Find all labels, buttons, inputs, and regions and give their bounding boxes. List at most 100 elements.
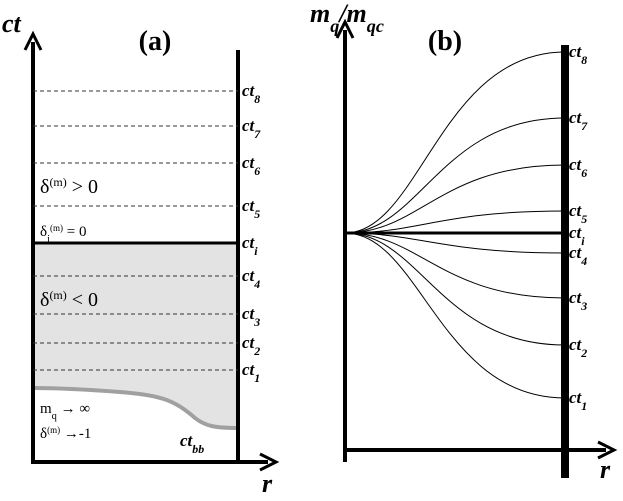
level-label-part: ct (242, 81, 256, 100)
level-label: ct7 (569, 108, 588, 133)
region-label-part: (m) (49, 175, 66, 189)
level-label-part: ct (569, 201, 583, 220)
level-label-part: ct (569, 243, 583, 262)
y-axis-label: mq/mqc (310, 0, 384, 36)
level-label-part: i (254, 244, 258, 258)
level-label-part: 6 (581, 166, 587, 180)
boundary-label-part: (m) (50, 223, 63, 233)
level-label: ct8 (242, 81, 260, 106)
arrowhead (597, 440, 618, 460)
y-axis-label-part: ct (2, 9, 22, 38)
level-label: ct5 (242, 196, 260, 221)
level-label: cti (242, 233, 258, 258)
level-label-part: ct (569, 108, 583, 127)
level-label-part: 1 (581, 399, 587, 413)
level-label-part: 6 (254, 164, 260, 178)
level-label: ct2 (569, 335, 587, 360)
mass-curve (344, 51, 566, 234)
level-label-part: 8 (254, 92, 260, 106)
x-axis-label-part: r (600, 455, 611, 484)
shaded-region (33, 243, 238, 428)
level-label-part: ct (569, 288, 583, 307)
level-label: ct2 (242, 333, 260, 358)
limit-label-part: → ∞ (57, 401, 90, 417)
region-label-part: > 0 (67, 176, 98, 198)
limit-label: mq → ∞ (40, 401, 90, 422)
level-label: ct8 (569, 42, 587, 67)
region-label: δ(m) > 0 (40, 175, 98, 198)
boundary-label-part: = 0 (63, 224, 86, 240)
level-label-part: 4 (580, 254, 587, 268)
level-label-part: 8 (581, 53, 587, 67)
level-label: ct7 (242, 116, 261, 141)
level-label-part: ct (569, 335, 583, 354)
bang-label-part: ct (180, 431, 194, 450)
level-label: ct6 (242, 153, 260, 178)
level-label: ct4 (569, 243, 587, 268)
level-label: ct3 (242, 304, 260, 329)
level-label: cti (569, 223, 585, 248)
level-label-part: 1 (254, 371, 260, 385)
panel-label: (a) (139, 26, 172, 57)
level-label-part: ct (242, 153, 256, 172)
mass-curve (344, 164, 566, 234)
limit-label-part: m (40, 401, 52, 417)
level-label-part: 7 (581, 119, 588, 133)
mass-curve (344, 117, 566, 234)
arrowhead (23, 30, 43, 51)
level-label-part: 5 (254, 207, 260, 221)
level-label-part: ct (242, 233, 256, 252)
level-label-part: 7 (254, 127, 261, 141)
limit-label-part: q (52, 411, 58, 422)
y-axis-label-part: q (330, 16, 339, 36)
level-label-part: 4 (253, 277, 260, 291)
level-label-part: ct (242, 196, 256, 215)
level-label: ct3 (569, 288, 587, 313)
level-label-part: ct (242, 266, 256, 285)
level-label-part: ct (242, 360, 256, 379)
mass-curve (344, 232, 566, 399)
level-label-part: i (581, 234, 585, 248)
level-label-part: ct (242, 116, 256, 135)
y-axis-label-part: /m (337, 0, 366, 28)
region-label-part: δ (40, 176, 49, 198)
level-label-part: 5 (581, 212, 587, 226)
y-axis-label-part: m (310, 0, 330, 28)
boundary-label: δi(m) = 0 (40, 223, 86, 245)
bang-label-part: bb (192, 442, 204, 456)
level-label-part: ct (569, 223, 583, 242)
mass-curve (344, 232, 566, 254)
boundary-label-part: δ (40, 224, 47, 240)
boundary-label-part: i (47, 234, 50, 245)
level-label: ct4 (242, 266, 260, 291)
level-label-part: 3 (253, 315, 260, 329)
level-label: ct1 (242, 360, 260, 385)
level-label-part: 2 (580, 346, 587, 360)
level-label: ct1 (569, 388, 587, 413)
level-label: ct5 (569, 201, 587, 226)
mass-curve (344, 210, 566, 234)
region-label-part: δ (40, 289, 49, 311)
x-axis-label-part: r (262, 469, 273, 498)
limit-label-part: →-1 (60, 426, 91, 442)
limit-label-part: δ (40, 426, 47, 442)
limit-label-part: (m) (47, 425, 60, 435)
region-label-part: (m) (49, 288, 66, 302)
panel-label: (b) (428, 26, 462, 57)
level-label-part: ct (242, 304, 256, 323)
level-label-part: 2 (253, 344, 260, 358)
level-label-part: 3 (580, 299, 587, 313)
big-bang-curve (32, 386, 239, 430)
x-axis-label: r (262, 469, 273, 498)
level-label-part: ct (569, 155, 583, 174)
x-axis-label: r (600, 455, 611, 484)
level-label-part: ct (242, 333, 256, 352)
mass-curve (344, 232, 566, 299)
level-label: ct6 (569, 155, 587, 180)
region-label-part: < 0 (67, 289, 98, 311)
mass-curve (344, 232, 566, 346)
arrowhead (259, 452, 280, 472)
bang-label: ctbb (180, 431, 204, 456)
